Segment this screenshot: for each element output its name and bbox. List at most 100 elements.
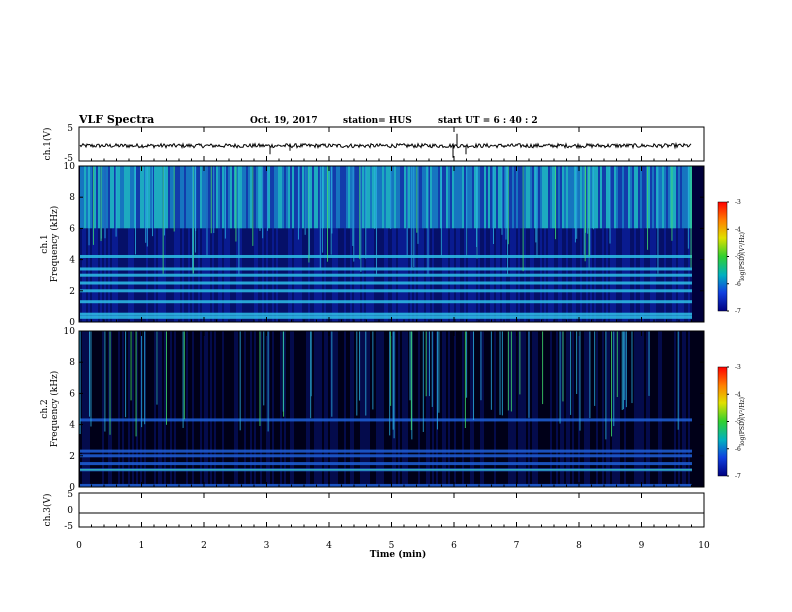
spec-cell bbox=[170, 166, 172, 229]
spec-cell bbox=[210, 331, 212, 487]
spec-band bbox=[80, 254, 692, 258]
spec-cell bbox=[344, 331, 346, 487]
spec-cell bbox=[272, 166, 274, 229]
spec-cell bbox=[108, 331, 110, 487]
spec-cell bbox=[456, 166, 458, 229]
spec-cell bbox=[482, 331, 484, 487]
spec-cell bbox=[458, 166, 460, 229]
spec-cell bbox=[594, 166, 596, 229]
spec-cell bbox=[418, 331, 420, 487]
spec-cell bbox=[422, 166, 424, 229]
spec-cell bbox=[634, 331, 636, 487]
spec-cell bbox=[480, 166, 482, 229]
spec-cell bbox=[202, 166, 204, 229]
spec-cell bbox=[320, 331, 322, 487]
spec-cell bbox=[402, 166, 404, 229]
spec-cell bbox=[426, 331, 428, 487]
spec-band bbox=[80, 281, 692, 285]
spec-cell bbox=[334, 166, 336, 229]
spec-cell bbox=[606, 166, 608, 229]
spec-cell bbox=[140, 331, 142, 487]
spec-cell bbox=[682, 166, 684, 229]
spec-cell bbox=[260, 166, 262, 229]
spec-cell bbox=[284, 166, 286, 229]
spec-cell bbox=[562, 166, 564, 229]
spec-cell bbox=[554, 166, 556, 229]
spec-cell bbox=[426, 166, 428, 229]
spec-cell bbox=[614, 331, 616, 487]
spec-cell bbox=[414, 166, 416, 229]
spec-cell bbox=[468, 166, 470, 229]
spec-cell bbox=[258, 166, 260, 229]
spec-cell bbox=[232, 166, 234, 229]
spec-cell bbox=[462, 166, 464, 229]
spec-cell bbox=[434, 166, 436, 229]
spec-cell bbox=[212, 166, 214, 229]
spec-cell bbox=[112, 166, 114, 229]
spec-cell bbox=[380, 331, 382, 487]
spec-band bbox=[80, 483, 692, 487]
spec-cell bbox=[658, 331, 660, 487]
spec-cell bbox=[428, 166, 430, 229]
spec-cell bbox=[674, 331, 676, 487]
spec-cell bbox=[502, 166, 504, 229]
spec-cell bbox=[408, 166, 410, 229]
spec-cell bbox=[142, 166, 144, 229]
spec-cell bbox=[168, 166, 170, 229]
spec-cell bbox=[84, 331, 86, 487]
spec-cell bbox=[532, 331, 534, 487]
spec-cell bbox=[354, 166, 356, 229]
spec-cell bbox=[250, 331, 252, 487]
spec-cell bbox=[448, 166, 450, 229]
colorbar-tick-label: -3 bbox=[735, 199, 741, 206]
spec-cell bbox=[580, 166, 582, 229]
spec-cell bbox=[586, 331, 588, 487]
spec-cell bbox=[396, 166, 398, 229]
ch1-ytick-bottom: -5 bbox=[64, 154, 73, 164]
spec-cell bbox=[624, 166, 626, 229]
spec-cell bbox=[130, 166, 132, 229]
spec-cell bbox=[488, 166, 490, 229]
time-tick-label: 4 bbox=[326, 541, 332, 551]
spec-cell bbox=[332, 331, 334, 487]
spec-cell bbox=[622, 166, 624, 229]
spec-cell bbox=[170, 331, 172, 487]
ch1-colorbar: -3 -4 -5 -6 -7 log(PSD)(V²/Hz) bbox=[717, 199, 746, 315]
spec-cell bbox=[318, 331, 320, 487]
spec-cell bbox=[268, 331, 270, 487]
spec-cell bbox=[314, 331, 316, 487]
spec-cell bbox=[222, 331, 224, 487]
spec-cell bbox=[190, 166, 192, 229]
spec-cell bbox=[482, 166, 484, 229]
spec-cell bbox=[334, 331, 336, 487]
colorbar-ramp bbox=[717, 201, 728, 312]
spec-cell bbox=[110, 166, 112, 229]
colorbar-label: log(PSD)(V²/Hz) bbox=[739, 397, 746, 446]
spec-cell bbox=[186, 166, 188, 229]
ch1-waveform-trace bbox=[79, 141, 692, 150]
spec-cell bbox=[546, 166, 548, 229]
spec-cell bbox=[126, 166, 128, 229]
spec-cell bbox=[366, 331, 368, 487]
spec-cell bbox=[150, 166, 152, 229]
spec-cell bbox=[398, 166, 400, 229]
spec-cell bbox=[506, 166, 508, 229]
spec-cell bbox=[236, 331, 238, 487]
spec-cell bbox=[432, 166, 434, 229]
spec-cell bbox=[602, 331, 604, 487]
spec-cell bbox=[326, 331, 328, 487]
spec-cell bbox=[578, 166, 580, 229]
spec-cell bbox=[174, 331, 176, 487]
ch2-freq-label-ch: ch.2 bbox=[40, 399, 50, 418]
spec-cell bbox=[392, 166, 394, 229]
spec-cell bbox=[616, 331, 618, 487]
spec-cell bbox=[340, 166, 342, 229]
spec-cell bbox=[558, 166, 560, 229]
spec-cell bbox=[522, 331, 524, 487]
spec-cell bbox=[366, 166, 368, 229]
spec-cell bbox=[582, 166, 584, 229]
spec-cell bbox=[496, 166, 498, 229]
spec-cell bbox=[524, 331, 526, 487]
spec-cell bbox=[508, 166, 510, 229]
